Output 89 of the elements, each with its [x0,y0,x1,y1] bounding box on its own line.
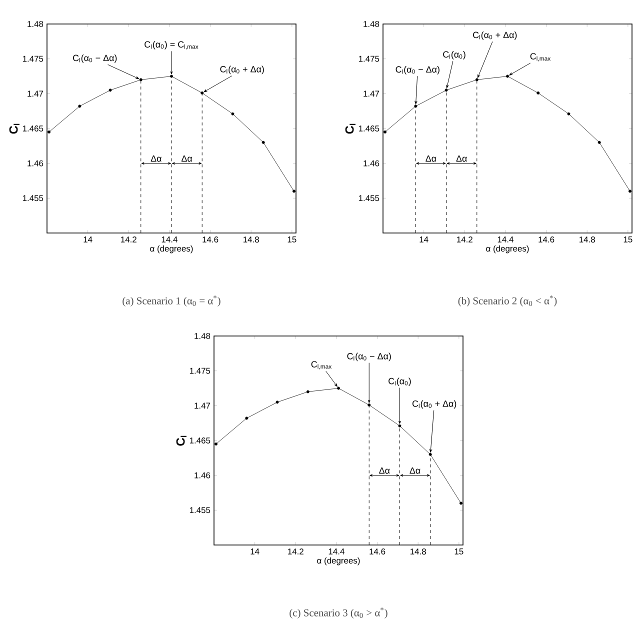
x-tick-label: 14.4 [498,236,514,242]
annotation: C$_{l}$(α$_{0}$ − Δα) [347,352,391,362]
y-axis-title: C$_{l}$ [176,436,186,446]
x-tick-label: 14 [84,236,92,242]
point [459,502,462,505]
annotation: C$_{l}$(α$_{0}$) [443,51,466,60]
point [245,416,248,420]
x-tick-label: 14.2 [121,236,136,242]
point [170,74,173,78]
annotation: C$_{l,max}$ [311,361,332,370]
annotation: Δα [410,467,420,474]
x-tick-label: 14.4 [328,548,344,554]
x-tick-label: 14 [250,548,260,554]
y-tick-label: 1.48 [28,21,44,27]
point [398,424,402,428]
text: (b) Scenario 2 (α$_{0}$ < α$^{*}$) [458,296,557,306]
annotation: C$_{l}$(α$_{0}$) [388,378,411,386]
x-tick-label: 14.2 [288,548,304,554]
y-tick-label: 1.455 [190,507,210,514]
point [139,78,142,82]
point [628,190,632,193]
annotation: Δα [426,155,436,162]
annotation: Δα [181,155,192,162]
text: (a) Scenario 1 (α$_{0}$ = α$^{*}$) [122,296,220,306]
annotation: C$_{l}$(α$_{0}$ + Δα) [412,400,456,409]
x-tick-label: 14.4 [162,236,178,242]
y-tick-label: 1.465 [190,438,210,444]
point [368,403,371,406]
y-tick-label: 1.47 [194,402,210,409]
x-tick-label: 15 [624,236,632,242]
annotation: C$_{l}$(α$_{0}$ + Δα) [473,32,517,40]
point [214,442,218,446]
x-tick-label: 14.2 [457,236,472,242]
x-tick-label: 14 [420,236,428,242]
y-tick-label: 1.48 [194,333,210,339]
y-tick-label: 1.48 [364,21,380,27]
text: (c) Scenario 3 (α$_{0}$ > α$^{*}$) [290,608,388,618]
annotation: C$_{l}$(α$_{0}$) = C$_{l,max}$ [144,40,198,50]
x-tick-label: 15 [288,236,296,242]
point [567,112,570,116]
x-tick-label: 14.6 [202,236,218,243]
point [108,88,112,92]
x-tick-label: 14.8 [244,236,259,243]
y-tick-label: 1.46 [28,160,44,166]
x-tick-label: 14.8 [580,236,595,243]
point [78,104,82,108]
y-tick-label: 1.465 [22,126,44,132]
point [384,130,387,134]
x-tick-label: 14.8 [410,548,426,555]
y-tick-label: 1.47 [364,90,380,97]
y-tick-label: 1.46 [194,472,210,478]
annotation: Δα [456,155,467,162]
point [337,386,340,390]
point [475,78,478,82]
x-tick-label: 14.6 [538,236,554,243]
point [536,91,540,94]
annotation: C$_{l}$(α$_{0}$ + Δα) [220,66,264,74]
point [428,452,432,456]
annotation: Δα [379,467,390,474]
point [598,140,601,144]
point [506,74,509,78]
y-tick-label: 1.465 [358,126,380,132]
point [444,88,448,92]
point [200,91,204,94]
y-tick-label: 1.475 [22,56,44,62]
point [231,112,234,116]
x-tick-label: 15 [454,548,464,554]
point [292,190,296,193]
y-tick-label: 1.455 [22,195,44,202]
x-axis-title: α (degrees) [486,245,529,254]
y-axis-title: C$_{l}$ [9,124,20,134]
annotation: C$_{l,max}$ [530,53,551,62]
point [414,104,418,108]
annotation: Δα [150,155,162,162]
point [306,390,310,394]
x-tick-label: 14.6 [370,548,386,555]
y-axis-title: C$_{l}$ [345,124,356,134]
annotation: C$_{l}$(α$_{0}$ − Δα) [396,66,440,74]
y-tick-label: 1.46 [364,160,380,166]
point [262,140,265,144]
y-tick-label: 1.47 [28,90,44,97]
y-tick-label: 1.475 [358,56,380,62]
annotation: C$_{l}$(α$_{0}$ − Δα) [73,54,117,63]
y-tick-label: 1.455 [358,195,380,202]
point [48,130,51,134]
x-axis-title: α (degrees) [317,557,360,566]
y-tick-label: 1.475 [190,368,210,374]
x-axis-title: α (degrees) [150,245,193,254]
point [276,400,279,404]
